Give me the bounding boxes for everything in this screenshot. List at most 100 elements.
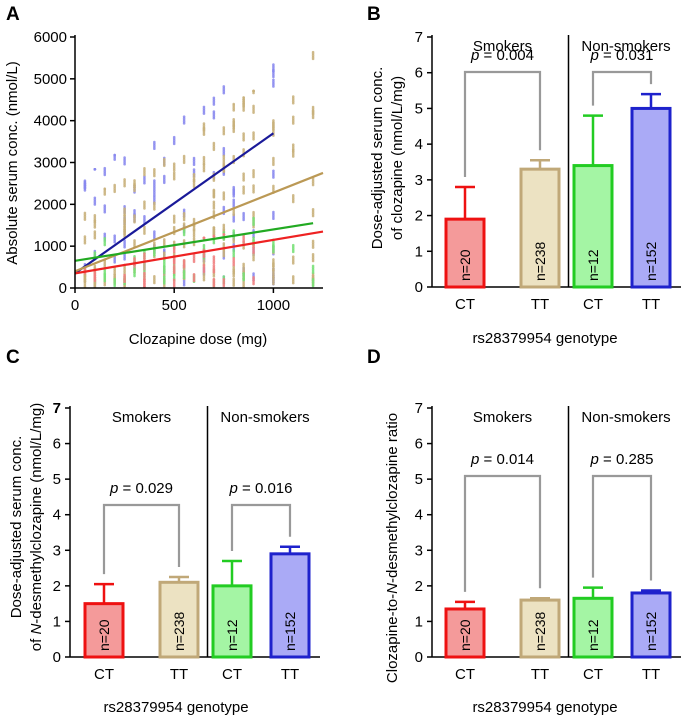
panel-b-group-smokers: Smokers [473,38,532,55]
panel-a-point [192,272,196,276]
panel-a-point [182,222,186,225]
panel-a-point [291,115,295,119]
panel-a-point [113,277,116,281]
panel-a-point [252,104,255,108]
panel-a-point [182,115,186,118]
panel-a-point [232,229,236,232]
panel-a-point [153,179,156,182]
panel-d-ylabel-post: -desmethylclozapine ratio [384,413,401,583]
panel-a-point [272,184,275,188]
panel-a-point [123,228,126,232]
panel-a-point [222,242,226,245]
panel-a-point [272,156,275,160]
panel-a-point [212,189,216,192]
panel-c-p-value: p = 0.016 [229,480,293,497]
panel-a-point [172,225,176,229]
panel-a-point [133,255,136,258]
panel-b-xlabel: rs28379954 genotype [472,330,617,347]
panel-a-point [232,242,236,246]
panel-a-point [93,219,97,223]
panel-b-ytick-label: 7 [415,29,423,46]
panel-a-point [133,208,136,212]
panel-b-n-label: n=238 [532,241,548,281]
panel-a-point [212,277,216,281]
panel-a-point [252,131,255,134]
panel-c-bar [269,552,311,659]
panel-a-point [123,207,126,211]
panel-b-bar [444,217,486,289]
panel-b-bar [572,164,614,289]
panel-a-point [311,105,315,109]
panel-a-point [153,140,156,144]
panel-a-point [311,274,315,278]
panel-a-ytick-label: 5000 [34,71,67,88]
panel-a-point [232,256,236,260]
panel-a-xtick-label: 500 [162,297,187,314]
panel-a-point [272,258,275,261]
panel-a-point [212,200,216,204]
panel-c-p-value: p = 0.029 [109,480,173,497]
panel-c-xlabel: rs28379954 genotype [103,699,248,716]
panel-a-ytick-label: 0 [59,280,67,297]
panel-a-point [153,195,156,199]
panel-a-point [242,185,245,188]
panel-a-point [232,198,236,202]
panel-a-point [202,243,206,247]
panel-a-point [202,236,206,240]
panel-a-point [291,143,295,146]
panel-a-point [252,89,255,93]
panel-a-point [123,273,126,277]
panel-c-significance-bracket [230,503,292,551]
panel-a-point [103,204,107,207]
panel-a-point [182,208,186,212]
panel-b-bar [630,106,672,289]
panel-a-point [212,255,216,258]
panel-c-ylabel-1: Dose-adjusted serum conc. [8,436,25,619]
panel-a-point [272,78,275,82]
panel-a-point [143,271,146,275]
panel-a-point [93,270,97,274]
panel-a-ytick-label: 3000 [34,155,67,172]
panel-a-point [311,109,315,113]
panel-a-point [291,95,295,98]
panel-a-point [83,211,87,215]
panel-a-point [242,262,245,266]
panel-a-ytick-label: 4000 [34,113,67,130]
panel-a-point [202,155,206,159]
panel-a-point [123,218,126,222]
panel-label-a: A [6,4,20,25]
panel-a-point [172,240,176,244]
panel-c-xtick-label: TT [170,666,188,683]
panel-b-ytick-label: 0 [415,279,423,296]
panel-c-bar [211,584,253,659]
panel-a-point [222,205,226,209]
panel-a-point [182,239,186,242]
panel-a-point [222,154,226,158]
panel-a-point [252,276,255,279]
panel-a-point [222,85,226,88]
panel-a-point [272,119,275,122]
panel-a-point [232,248,236,252]
panel-a-point [93,196,97,200]
panel-b-significance-bracket [591,70,653,106]
panel-a-point [133,268,136,271]
panel-a-point [192,236,196,240]
panel-a-ytick-label: 2000 [34,196,67,213]
panel-a-point [242,148,245,151]
panel-a-point [172,171,176,174]
panel-a-point [222,146,226,150]
panel-c-ytick-label: 0 [53,649,61,666]
panel-a-point [212,234,216,238]
panel-d-significance-bracket [591,474,653,581]
panel-a-point [153,187,156,191]
panel-a-xlabel: Clozapine dose (mg) [129,331,267,348]
panel-a-point [143,167,146,170]
panel-a-point [133,214,136,217]
panel-c-xtick-label: CT [222,666,242,683]
panel-a-point [123,205,126,208]
panel-c-ytick-label: 5 [53,471,61,488]
panel-a-point [212,264,216,267]
panel-d-ytick-label: 5 [415,471,423,488]
panel-a-point [143,215,146,218]
panel-a-point [143,278,146,282]
